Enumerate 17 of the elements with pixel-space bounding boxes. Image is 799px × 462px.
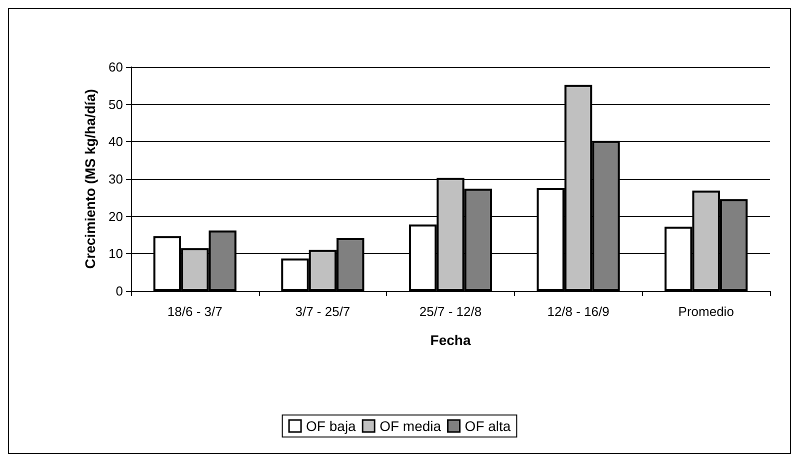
x-tick-label: Promedio — [678, 304, 734, 319]
y-axis-title: Crecimiento (MS kg/ha/día) — [82, 89, 98, 269]
x-tick-label: 18/6 - 3/7 — [167, 304, 222, 319]
y-tick-label: 50 — [108, 96, 123, 112]
legend-label: OF media — [380, 418, 442, 434]
y-tick-label: 0 — [116, 284, 123, 298]
x-axis-title: Fecha — [430, 332, 471, 348]
y-tick-label: 40 — [108, 134, 123, 150]
y-tick-label: 20 — [108, 208, 123, 224]
y-tick-label: 30 — [108, 172, 123, 186]
legend-label: OF baja — [306, 418, 356, 434]
x-tick-label: 3/7 - 25/7 — [295, 304, 350, 319]
y-tick-label: 10 — [108, 246, 123, 262]
legend-label: OF alta — [464, 418, 511, 434]
y-tick-label: 60 — [108, 60, 123, 74]
x-tick-label: 12/8 - 16/9 — [547, 304, 610, 319]
x-tick-label: 25/7 - 12/8 — [419, 304, 482, 319]
